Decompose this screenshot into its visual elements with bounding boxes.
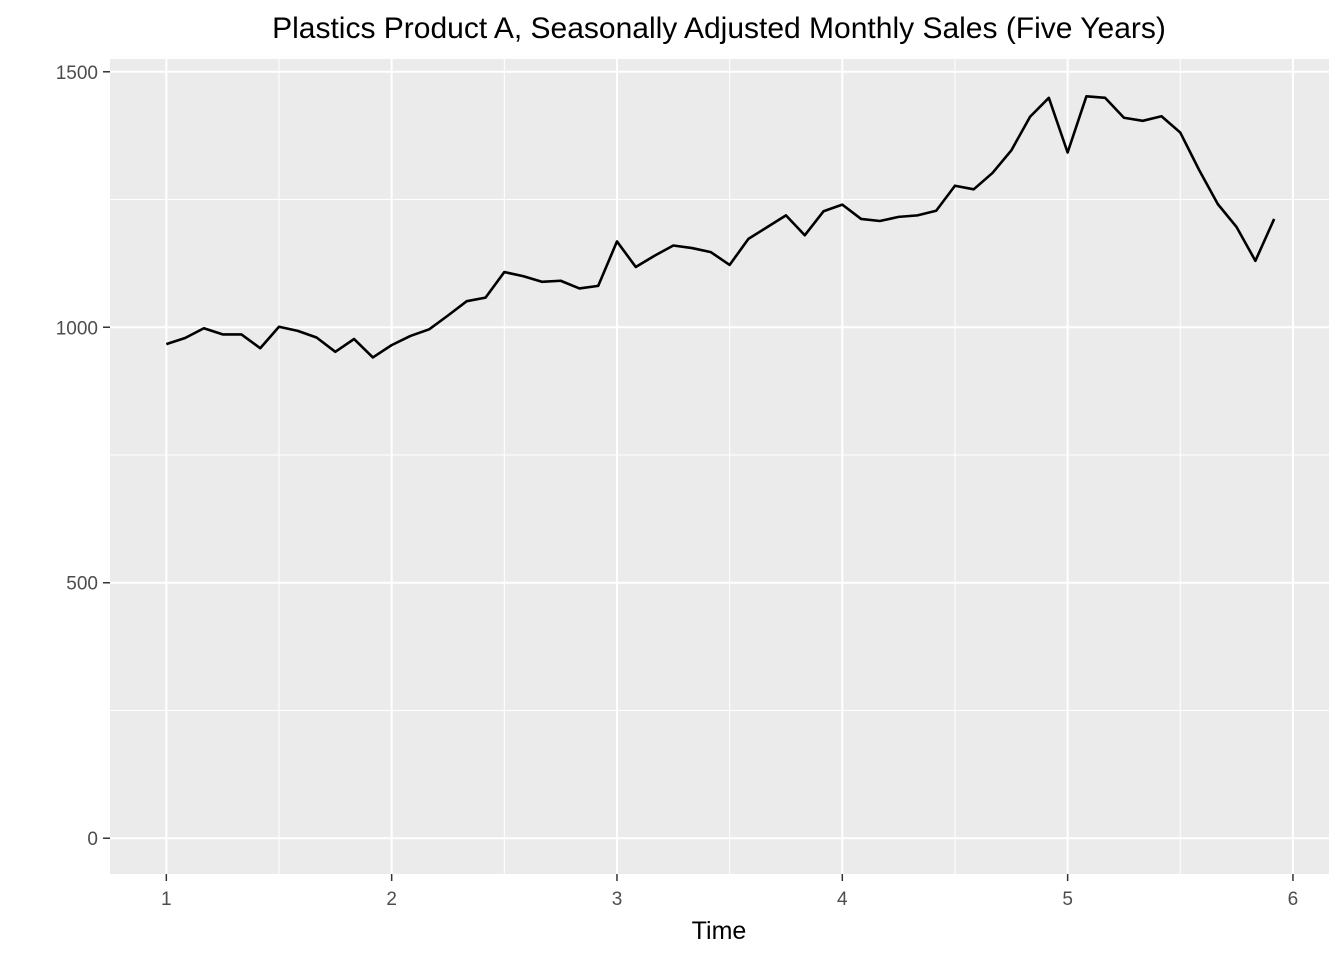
y-tick-label: 1500 [56,63,98,84]
x-tick-label: 5 [1062,889,1073,910]
major-gridlines [110,59,1329,874]
y-tick-label: 1000 [56,318,98,339]
series-line [165,95,1276,359]
series-layer [165,95,1276,359]
y-tick-label: 0 [87,829,98,850]
y-tick-label: 500 [66,574,98,595]
x-axis: 1 2 3 4 5 6 [161,874,1298,910]
x-tick-label: 6 [1288,889,1299,910]
x-tick-label: 2 [386,889,397,910]
y-axis: 0 500 1000 1500 [56,63,110,850]
x-tick-label: 4 [837,889,848,910]
x-axis-title: Time [692,917,747,945]
x-tick-label: 3 [612,889,623,910]
minor-gridlines [110,59,1329,874]
chart-title: Plastics Product A, Seasonally Adjusted … [272,12,1166,45]
plot-panel [110,59,1329,874]
x-tick-label: 1 [161,889,172,910]
